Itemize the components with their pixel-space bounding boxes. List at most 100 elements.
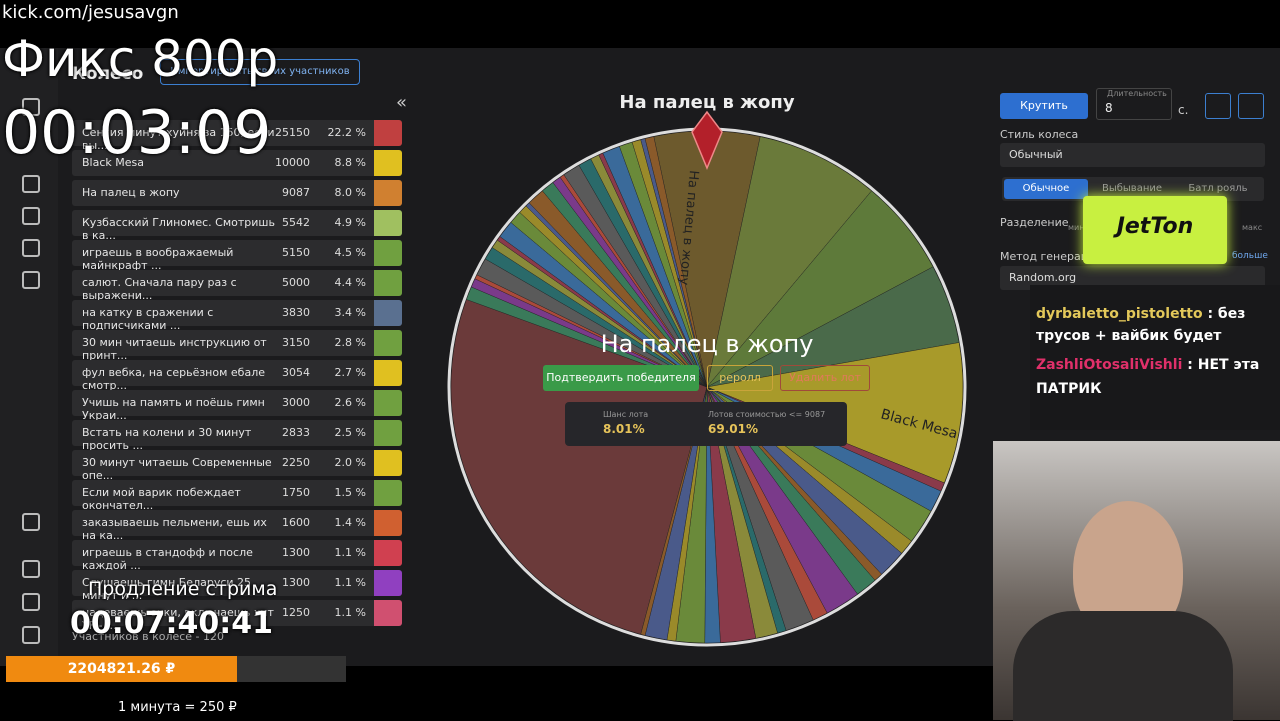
lot-icon bbox=[374, 150, 402, 176]
chat-message: ZashliOtosaliVishli : НЕТ эта ПАТРИК bbox=[1036, 353, 1280, 401]
chat-text: : НЕТ эта ПАТРИК bbox=[1036, 357, 1260, 397]
app-title: Колесо bbox=[72, 64, 144, 84]
lot-name: салют. Сначала пару раз с выражени... bbox=[82, 276, 237, 302]
extension-timer: 00:07:40:41 bbox=[70, 606, 273, 641]
lot-icon bbox=[374, 480, 402, 506]
lot-amount: 9087 bbox=[282, 186, 310, 199]
lot-icon bbox=[374, 120, 402, 146]
chat-message: dyrbaletto_pistoletto : без трусов + вай… bbox=[1036, 303, 1280, 347]
rate: 1 минута = 250 ₽ bbox=[118, 700, 237, 715]
dice-button[interactable] bbox=[1205, 93, 1231, 119]
webcam bbox=[993, 441, 1280, 721]
lot-row: заказываешь пельмени, ешь их на ка... 160… bbox=[72, 510, 402, 542]
wheel: Black Mesa На палец в жопу bbox=[447, 110, 967, 647]
lot-icon bbox=[374, 390, 402, 416]
stat-value: 69.01% bbox=[708, 422, 758, 436]
lot-percent: 1.5 % bbox=[334, 486, 366, 499]
lot-percent: 4.4 % bbox=[334, 276, 366, 289]
lot-row: на катку в сражении с подписчиками ... 38… bbox=[72, 300, 402, 332]
lot-name: Кузбасский Глиномес. Смотришь в ка... bbox=[82, 216, 275, 242]
lot-name: Black Mesa bbox=[82, 156, 144, 169]
chat-user: ZashliOtosaliVishli bbox=[1036, 357, 1183, 373]
icon[interactable] bbox=[22, 271, 40, 289]
reroll-button[interactable]: реролл bbox=[707, 365, 773, 391]
tab[interactable]: Выбывание bbox=[1101, 183, 1163, 194]
lot-row: Кузбасский Глиномес. Смотришь в ка... 554… bbox=[72, 210, 402, 242]
lot-amount: 1300 bbox=[282, 576, 310, 589]
style-select[interactable]: Обычный bbox=[1000, 143, 1265, 167]
lot-name: 30 мин читаешь инструкцию от принт... bbox=[82, 336, 267, 362]
lot-percent: 4.5 % bbox=[334, 246, 366, 259]
lot-icon bbox=[374, 270, 402, 296]
lot-amount: 3054 bbox=[282, 366, 310, 379]
method-more[interactable]: больше bbox=[1232, 251, 1268, 261]
lot-name: надеваешь очки, включаешь хит YF - ... bbox=[82, 606, 274, 632]
lot-percent: 22.2 % bbox=[327, 126, 366, 139]
lot-row: играешь в воображаемый майнкрафт ... 5150… bbox=[72, 240, 402, 272]
icon[interactable] bbox=[22, 98, 40, 116]
icon[interactable] bbox=[22, 593, 40, 611]
lot-name: Учишь на память и поёшь гимн Украи... bbox=[82, 396, 265, 422]
icon[interactable] bbox=[22, 207, 40, 225]
lot-percent: 1.1 % bbox=[334, 606, 366, 619]
lot-icon bbox=[374, 240, 402, 266]
lot-row: салют. Сначала пару раз с выражени... 500… bbox=[72, 270, 402, 302]
lot-row: надеваешь очки, включаешь хит YF - ... 12… bbox=[72, 600, 402, 632]
lot-row: 30 минут читаешь Современные опе... 2250 2… bbox=[72, 450, 402, 482]
duration-label: Длительность bbox=[1107, 89, 1167, 98]
logo: JetTon bbox=[1116, 214, 1194, 239]
winner: На палец в жопу bbox=[600, 330, 814, 358]
lot-name: Слушаешь гимн Беларуси 25 минут и ... bbox=[82, 576, 252, 602]
lot-name: заказываешь пельмени, ешь их на ка... bbox=[82, 516, 267, 542]
lot-icon bbox=[374, 300, 402, 326]
lot-row: На палец в жопу 9087 8.0 % bbox=[72, 180, 402, 206]
icon[interactable] bbox=[22, 513, 40, 531]
icon[interactable] bbox=[22, 626, 40, 644]
lot-row: Сенсия минут хуйня за 150, если вы... 251… bbox=[72, 120, 402, 152]
spin-button[interactable]: Крутить bbox=[1000, 93, 1088, 119]
lot-amount: 5150 bbox=[282, 246, 310, 259]
icon[interactable] bbox=[22, 560, 40, 578]
lot-row: фул вебка, на серьёзном ебале смотр... 30… bbox=[72, 360, 402, 392]
tab[interactable]: Батл рояль bbox=[1188, 183, 1248, 194]
confirm-button[interactable]: Подтвердить победителя bbox=[543, 365, 699, 391]
lot-name: Встать на колени и 30 минут просить ... bbox=[82, 426, 252, 452]
lot-icon bbox=[374, 540, 402, 566]
lot-amount: 2250 bbox=[282, 456, 310, 469]
lot-amount: 2833 bbox=[282, 426, 310, 439]
tab[interactable]: Обычное bbox=[1004, 179, 1088, 199]
lot-row: Если мой варик побеждает окончател... 175… bbox=[72, 480, 402, 512]
lot-row: Black Mesa 10000 8.8 % bbox=[72, 150, 402, 176]
lot-name: 30 минут читаешь Современные опе... bbox=[82, 456, 272, 482]
lot-name: играешь в воображаемый майнкрафт ... bbox=[82, 246, 234, 272]
import-button[interactable]: Импортировать своих участников bbox=[160, 59, 360, 85]
stat-label: Шанс лота bbox=[603, 410, 649, 419]
lot-name: фул вебка, на серьёзном ебале смотр... bbox=[82, 366, 265, 392]
lot-percent: 1.1 % bbox=[334, 576, 366, 589]
lot-percent: 2.5 % bbox=[334, 426, 366, 439]
lot-amount: 5542 bbox=[282, 216, 310, 229]
fix-price: Фикс 800р bbox=[2, 30, 279, 88]
lot-amount: 1300 bbox=[282, 546, 310, 559]
duration-unit: с. bbox=[1178, 103, 1189, 117]
split-min: мин bbox=[1068, 223, 1085, 232]
body bbox=[1013, 611, 1233, 721]
delete-button[interactable]: Удалить лот bbox=[780, 365, 870, 391]
icon[interactable] bbox=[22, 239, 40, 257]
lot-name: играешь в стандофф и после каждой ... bbox=[82, 546, 253, 572]
lot-amount: 1600 bbox=[282, 516, 310, 529]
music-button[interactable] bbox=[1238, 93, 1264, 119]
lot-amount: 1250 bbox=[282, 606, 310, 619]
lot-name: Если мой варик побеждает окончател... bbox=[82, 486, 241, 512]
lot-percent: 1.1 % bbox=[334, 546, 366, 559]
wheel-title: На палец в жопу bbox=[619, 92, 795, 113]
duration-field[interactable]: Длительность 8 bbox=[1096, 88, 1172, 120]
lot-name: На палец в жопу bbox=[82, 186, 180, 199]
lot-icon bbox=[374, 420, 402, 446]
collapse-button[interactable]: « bbox=[396, 92, 408, 113]
logo-box: JetTon bbox=[1083, 196, 1227, 264]
lot-amount: 25150 bbox=[275, 126, 310, 139]
lot-percent: 2.8 % bbox=[334, 336, 366, 349]
icon[interactable] bbox=[22, 175, 40, 193]
stat-value: 8.01% bbox=[603, 422, 645, 436]
